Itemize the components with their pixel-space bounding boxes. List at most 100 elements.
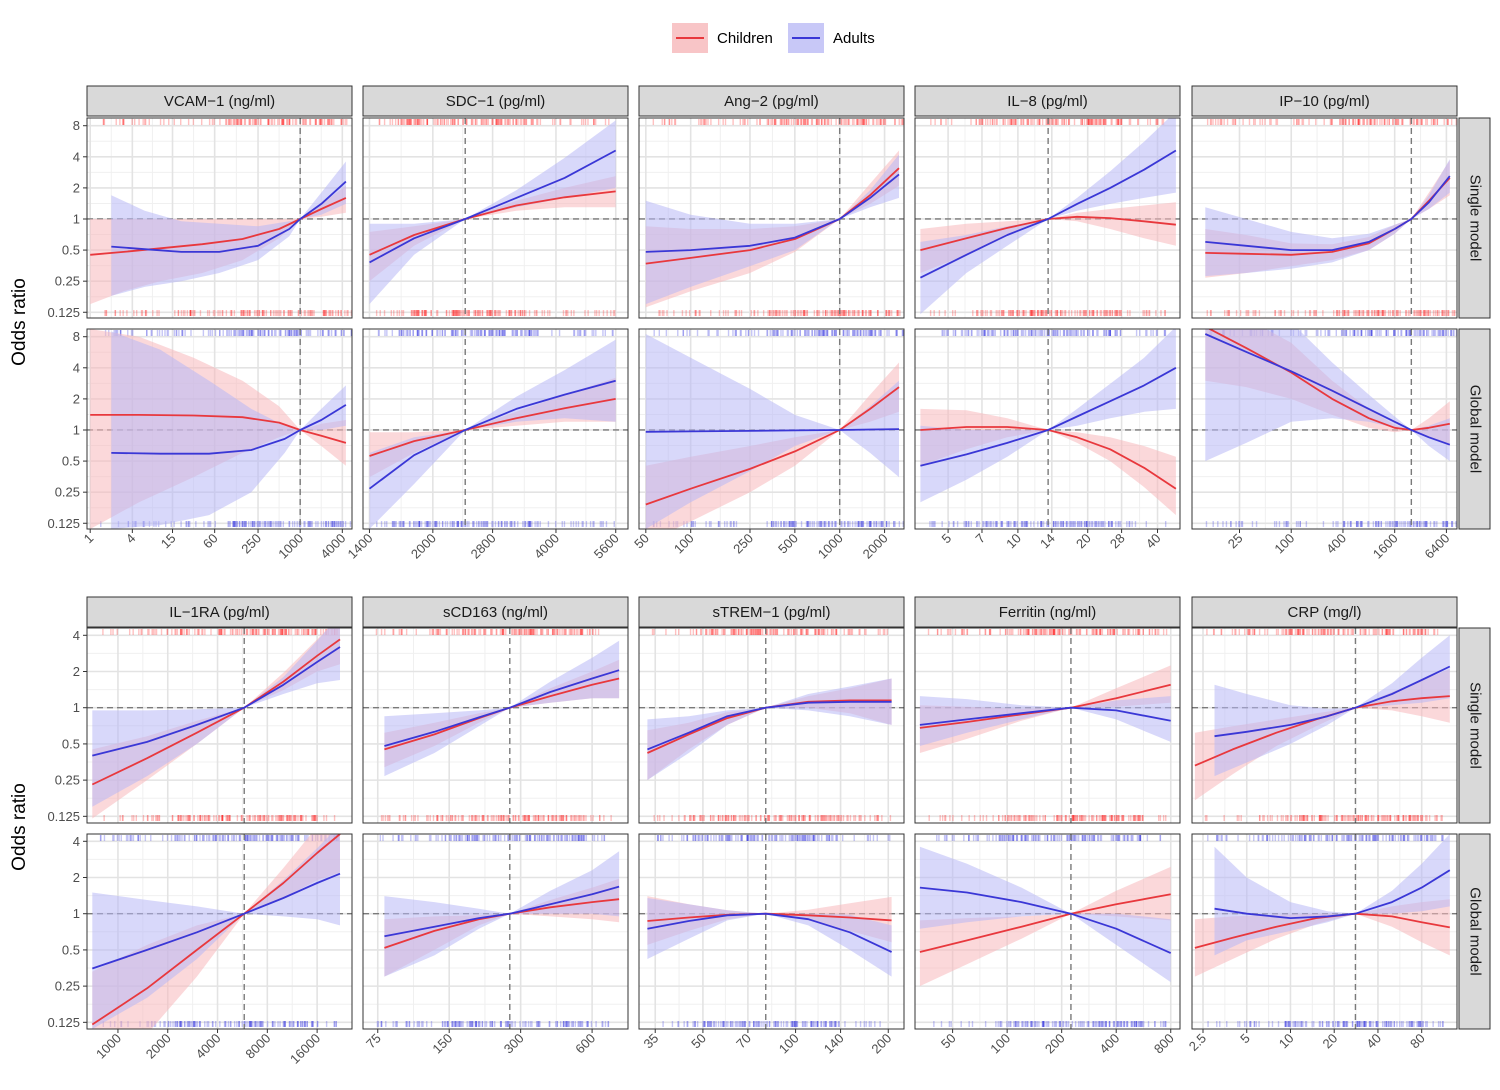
panel-border (362, 117, 629, 319)
y-tick-label: 1 (73, 906, 80, 921)
y-tick-label: 0.5 (62, 243, 80, 258)
panel-strip (638, 596, 905, 628)
facet-scd163-ng-ml-single-model (362, 627, 629, 824)
panel-sdc-1-pg-ml: SDC−1 (pg/ml) 1400 2000 2800 4000 5600 (345, 85, 629, 562)
y-tick-label: 1 (73, 211, 80, 226)
facet-il-1ra-pg-ml-single-model: 0.125 0.25 0.5 1 2 4 (47, 627, 353, 824)
curve-children (90, 197, 347, 256)
curve-adults (647, 700, 892, 751)
curve-adults (369, 149, 617, 264)
panel-border (1191, 328, 1458, 530)
legend-label-children: Children (717, 30, 773, 47)
panel-vcam-1-ng-ml: VCAM−1 (ng/ml)0.1250.250.512480.1250.250… (47, 85, 353, 562)
y-axis-title-bottom: Odds ratio (9, 783, 30, 871)
panel-border (86, 627, 353, 824)
curve-children (920, 215, 1176, 251)
panel-border (914, 328, 1181, 530)
y-tick-label: 4 (73, 628, 80, 643)
ci-band-adults (111, 161, 346, 296)
y-tick-label: 2 (73, 664, 80, 679)
panel-border (638, 117, 905, 319)
ci-band-children (920, 202, 1176, 273)
y-tick-label: 0.25 (55, 485, 80, 500)
panel-strip (914, 85, 1181, 117)
panel-border (638, 328, 905, 530)
ci-band-adults (111, 331, 346, 529)
facet-ang-2-pg-ml-single-model (638, 117, 905, 319)
panel-strip (86, 596, 353, 628)
y-axis-title-top: Odds ratio (9, 278, 30, 366)
panel-strip (362, 596, 629, 628)
panel-title: sTREM−1 (pg/ml) (713, 604, 831, 621)
ci-band-adults (920, 329, 1176, 503)
y-tick-label: 2 (73, 391, 80, 406)
curve-adults (368, 379, 616, 490)
row-strip-single-model: Single model (1458, 117, 1491, 319)
curve-children (645, 386, 900, 506)
panel-title: IP−10 (pg/ml) (1279, 93, 1369, 110)
facet-il-8-pg-ml-global-model: 5 7 10 14 20 28 40 (914, 328, 1181, 551)
panel-border (86, 117, 353, 319)
curve-adults (920, 367, 1177, 467)
y-tick-label: 2 (73, 870, 80, 885)
panel-border (1191, 117, 1458, 319)
y-tick-label: 8 (73, 118, 80, 133)
panel-strip (86, 85, 353, 117)
facet-vcam-1-ng-ml-single-model: 0.125 0.25 0.5 1 2 4 8 (47, 117, 353, 320)
curve-adults (111, 180, 347, 253)
row-strip-label: Global model (1467, 385, 1484, 473)
y-tick-label: 0.5 (62, 942, 80, 957)
row-strip-box (1458, 328, 1491, 530)
curve-adults (92, 872, 341, 970)
ci-band-adults (369, 339, 616, 529)
curve-children (1207, 329, 1450, 431)
curve-adults (92, 646, 341, 757)
y-tick-label: 4 (73, 834, 80, 849)
y-tick-label: 2 (73, 180, 80, 195)
curve-adults (645, 428, 900, 433)
panel-border (362, 328, 629, 530)
y-tick-label: 0.25 (55, 274, 80, 289)
y-tick-label: 8 (73, 329, 80, 344)
facet-scd163-ng-ml-global-model: 75 150 300 600 (362, 833, 629, 1056)
panel-border (86, 328, 353, 530)
panel-strip (362, 85, 629, 117)
y-tick-label: 1 (73, 700, 80, 715)
panel-title: IL−1RA (pg/ml) (169, 604, 269, 621)
ci-band-adults (920, 118, 1176, 315)
y-tick-label: 1 (73, 422, 80, 437)
curve-adults (1205, 175, 1451, 252)
curve-adults (645, 173, 900, 253)
panel-scd163-ng-ml: sCD163 (ng/ml) 75 150 300 600 (362, 596, 629, 1056)
panel-title: Ang−2 (pg/ml) (724, 93, 819, 110)
panel-title: sCD163 (ng/ml) (443, 604, 548, 621)
panel-title: SDC−1 (pg/ml) (446, 93, 546, 110)
facet-strem-1-pg-ml-single-model (638, 627, 905, 824)
panel-border (638, 627, 905, 824)
curve-adults (1204, 333, 1451, 446)
ci-band-adults (645, 154, 899, 305)
panel-border (362, 833, 629, 1030)
facet-sdc-1-pg-ml-single-model (362, 117, 629, 319)
y-tick-label: 0.125 (47, 516, 80, 531)
curve-adults (919, 149, 1177, 279)
y-tick-label: 4 (73, 149, 80, 164)
facet-il-8-pg-ml-single-model (914, 117, 1181, 319)
row-strip-label: Single model (1467, 175, 1484, 262)
curve-children (645, 167, 900, 265)
facet-ang-2-pg-ml-global-model: 50 100 250 500 1000 2000 (631, 328, 905, 562)
panel-ang-2-pg-ml: Ang−2 (pg/ml) 50 100 250 500 1000 2000 (631, 85, 905, 562)
y-tick-label: 0.125 (47, 1015, 80, 1030)
panel-title: IL−8 (pg/ml) (1007, 93, 1087, 110)
facet-ip-10-pg-ml-global-model: 25 100 400 1600 6400 (1191, 328, 1458, 562)
row-strip-global-model: Global model (1458, 328, 1491, 530)
panel-ip-10-pg-ml: IP−10 (pg/ml) 25 100 400 1600 6400 (1191, 85, 1458, 562)
panel-border (362, 627, 629, 824)
panel-border (914, 117, 1181, 319)
y-tick-label: 0.5 (62, 736, 80, 751)
y-tick-label: 0.125 (47, 809, 80, 824)
curve-children (90, 413, 347, 444)
curve-children (920, 426, 1177, 490)
